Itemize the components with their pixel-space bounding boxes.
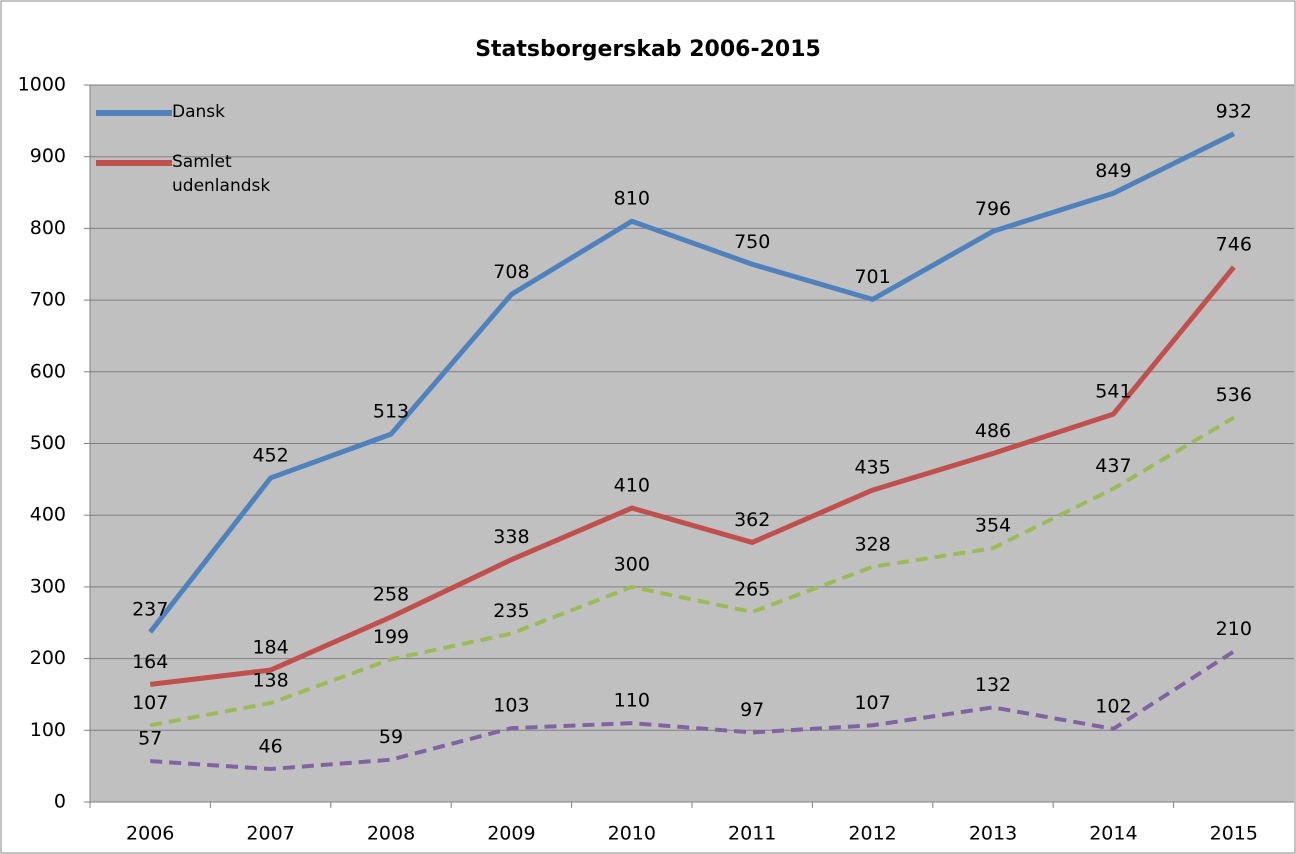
data-label: 46 xyxy=(259,736,283,758)
data-label: 932 xyxy=(1216,100,1252,122)
data-label: 536 xyxy=(1216,384,1252,406)
data-label: 486 xyxy=(975,420,1011,442)
y-tick-label: 900 xyxy=(30,145,66,167)
data-label: 132 xyxy=(975,674,1011,696)
y-tick-label: 800 xyxy=(30,217,66,239)
data-label: 59 xyxy=(379,726,403,748)
data-label: 513 xyxy=(373,401,409,423)
x-tick-label: 2012 xyxy=(848,823,896,845)
y-tick-label: 1000 xyxy=(18,74,66,96)
data-label: 701 xyxy=(854,266,890,288)
data-label: 437 xyxy=(1095,455,1131,477)
y-tick-label: 200 xyxy=(30,647,66,669)
series-line xyxy=(148,131,1235,634)
y-tick-label: 700 xyxy=(30,289,66,311)
y-tick-label: 0 xyxy=(54,791,66,813)
data-label: 435 xyxy=(854,457,890,479)
legend-swatch xyxy=(96,160,172,166)
data-label: 237 xyxy=(132,599,168,621)
y-tick-label: 100 xyxy=(30,719,66,741)
legend-label: Dansk xyxy=(172,102,225,122)
y-tick-label: 400 xyxy=(30,504,66,526)
data-label: 541 xyxy=(1095,381,1131,403)
data-label: 328 xyxy=(854,533,890,555)
legend: Dansk Samlet udenlandsk xyxy=(96,100,292,224)
legend-swatch xyxy=(96,110,172,116)
data-label: 199 xyxy=(373,626,409,648)
series-line xyxy=(149,265,1236,687)
data-label: 107 xyxy=(132,692,168,714)
data-label: 210 xyxy=(1216,618,1252,640)
y-tick-label: 500 xyxy=(30,432,66,454)
data-label: 452 xyxy=(252,444,288,466)
data-label: 103 xyxy=(493,695,529,717)
chart-title: Statsborgerskab 2006-2015 xyxy=(475,37,821,62)
data-label: 362 xyxy=(734,509,770,531)
data-label: 110 xyxy=(614,690,650,712)
legend-entry: Samlet udenlandsk xyxy=(96,150,292,198)
data-label: 138 xyxy=(252,670,288,692)
data-label: 354 xyxy=(975,515,1011,537)
x-tick-label: 2007 xyxy=(246,823,294,845)
legend-entry: Dansk xyxy=(96,100,292,124)
data-label: 338 xyxy=(493,526,529,548)
data-label: 708 xyxy=(493,261,529,283)
data-label: 57 xyxy=(138,728,162,750)
data-label: 410 xyxy=(614,475,650,497)
series-line xyxy=(150,649,1235,772)
data-label: 164 xyxy=(132,651,168,673)
data-label: 184 xyxy=(252,637,288,659)
x-tick-label: 2011 xyxy=(728,823,776,845)
data-label: 107 xyxy=(854,692,890,714)
x-tick-label: 2008 xyxy=(367,823,415,845)
x-tick-label: 2010 xyxy=(608,823,656,845)
x-tick-label: 2014 xyxy=(1089,823,1137,845)
data-label: 102 xyxy=(1095,695,1131,717)
data-label: 750 xyxy=(734,231,770,253)
x-tick-label: 2015 xyxy=(1210,823,1258,845)
data-label: 300 xyxy=(614,553,650,575)
x-tick-label: 2013 xyxy=(969,823,1017,845)
data-label: 849 xyxy=(1095,160,1131,182)
legend-label: Samlet udenlandsk xyxy=(172,152,271,196)
y-tick-label: 300 xyxy=(30,575,66,597)
data-label: 235 xyxy=(493,600,529,622)
data-label: 796 xyxy=(975,198,1011,220)
data-label: 97 xyxy=(740,699,764,721)
y-tick-label: 600 xyxy=(30,360,66,382)
x-tick-label: 2006 xyxy=(126,823,174,845)
x-tick-label: 2009 xyxy=(487,823,535,845)
data-label: 746 xyxy=(1216,234,1252,256)
data-label: 265 xyxy=(734,578,770,600)
data-label: 258 xyxy=(373,584,409,606)
data-label: 810 xyxy=(614,188,650,210)
